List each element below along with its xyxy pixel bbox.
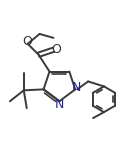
Text: O: O xyxy=(51,43,61,56)
Text: N: N xyxy=(72,81,82,94)
Text: N: N xyxy=(55,98,64,111)
Text: O: O xyxy=(22,35,32,48)
